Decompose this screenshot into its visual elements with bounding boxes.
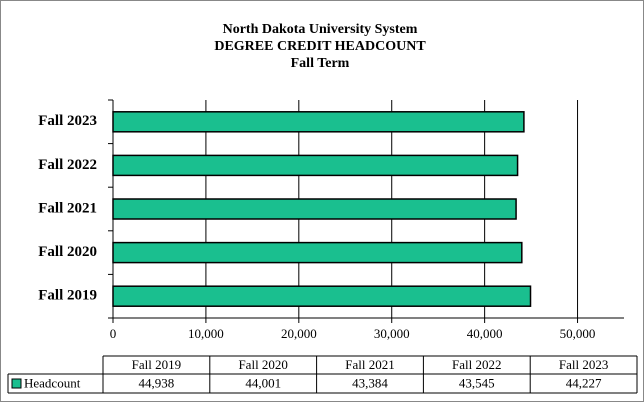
x-tick-label: 30,000	[374, 326, 410, 341]
table-value: 44,938	[139, 375, 175, 390]
bar	[112, 241, 523, 264]
table-value: 44,001	[245, 375, 281, 390]
chart-title: DEGREE CREDIT HEADCOUNT	[214, 39, 426, 54]
bar	[112, 198, 517, 220]
table-header: Fall 2022	[452, 357, 501, 372]
bar	[112, 154, 519, 177]
chart-title: Fall Term	[291, 56, 350, 71]
legend-swatch	[11, 378, 22, 389]
x-tick-label: 20,000	[281, 326, 317, 341]
table-value: 43,545	[459, 375, 495, 390]
x-tick-label: 50,000	[560, 326, 596, 341]
table-value: 44,227	[566, 375, 602, 390]
table-header: Fall 2023	[559, 357, 608, 372]
bar	[112, 111, 525, 133]
legend-label: Headcount	[24, 375, 81, 390]
table-value: 43,384	[352, 375, 388, 390]
chart-title: North Dakota University System	[223, 22, 418, 37]
table-header: Fall 2020	[238, 357, 287, 372]
x-tick-label: 0	[110, 326, 117, 341]
y-tick-label: Fall 2021	[38, 200, 97, 216]
y-tick-label: Fall 2019	[38, 288, 97, 304]
x-tick-label: 40,000	[467, 326, 503, 341]
y-tick-label: Fall 2020	[38, 244, 97, 260]
x-tick-label: 10,000	[188, 326, 224, 341]
y-tick-label: Fall 2022	[38, 157, 97, 173]
table-header: Fall 2021	[345, 357, 394, 372]
y-tick-label: Fall 2023	[38, 113, 97, 129]
table-header: Fall 2019	[132, 357, 181, 372]
bar	[112, 285, 532, 307]
